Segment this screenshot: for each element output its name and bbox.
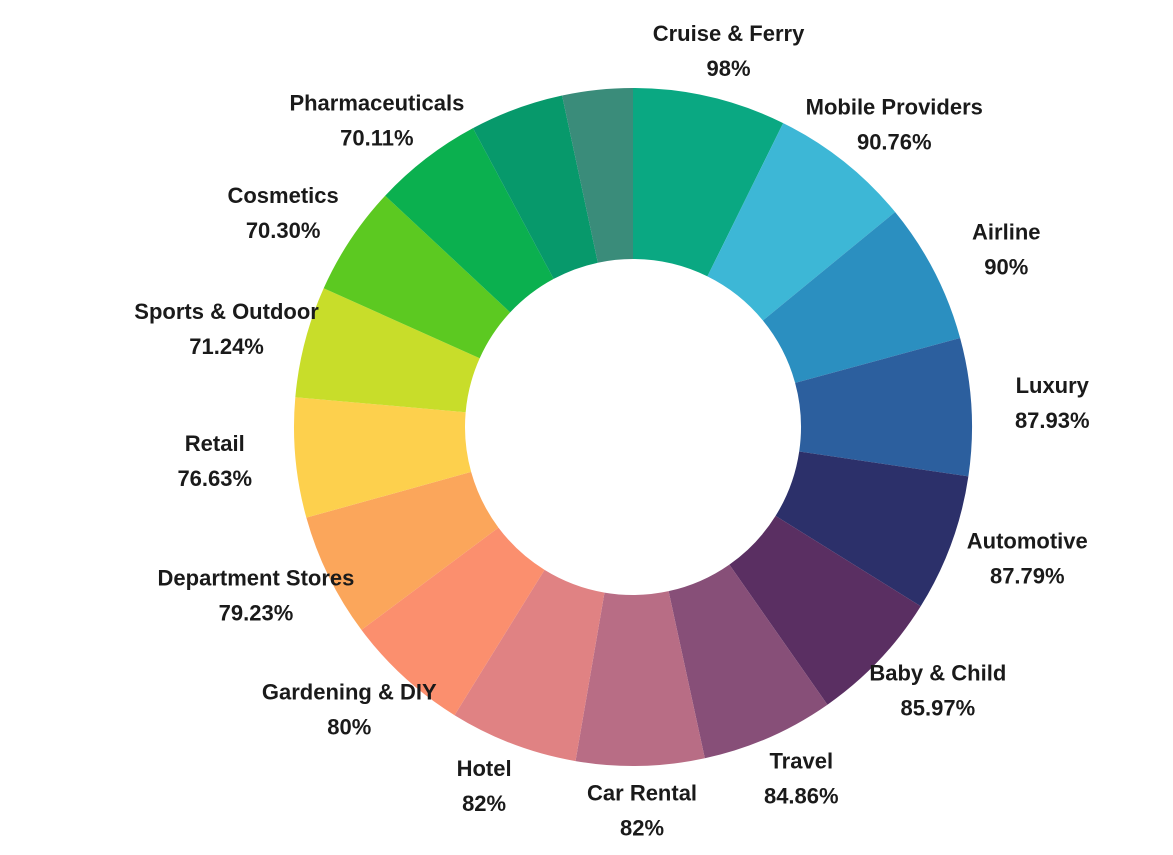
slice-label: Retail — [185, 431, 245, 456]
slice-value: 90% — [984, 254, 1028, 279]
slice-label: Travel — [769, 749, 833, 774]
donut-slice — [707, 123, 896, 321]
donut-slice — [361, 527, 545, 716]
donut-slice — [306, 471, 499, 630]
donut-slice — [762, 212, 961, 383]
donut-slice — [633, 88, 784, 277]
slice-label: Luxury — [1016, 373, 1090, 398]
slice-label: Automotive — [967, 528, 1088, 553]
slice-label: Department Stores — [158, 565, 355, 590]
slice-label: Car Rental — [587, 781, 697, 806]
slice-label: Pharmaceuticals — [289, 91, 464, 116]
slice-value: 79.23% — [219, 600, 294, 625]
donut-slice — [385, 128, 554, 313]
donut-slice — [668, 564, 828, 759]
slice-value: 90.76% — [857, 129, 932, 154]
donut-slice — [323, 195, 511, 359]
slice-value: 82% — [462, 791, 506, 816]
slice-value: 70.30% — [246, 218, 321, 243]
slice-value: 87.79% — [990, 563, 1065, 588]
slice-label: Hotel — [457, 756, 512, 781]
slice-value: 76.63% — [177, 466, 252, 491]
donut-slice — [472, 95, 598, 279]
slice-value: 87.93% — [1015, 408, 1090, 433]
slice-label: Airline — [972, 219, 1040, 244]
donut-slice — [729, 515, 921, 705]
slice-value: 70.11% — [340, 126, 413, 151]
slice-label: Cosmetics — [227, 183, 338, 208]
slice-value: 98% — [707, 56, 751, 81]
slice-label: Gardening & DIY — [262, 680, 437, 705]
slice-label: Cruise & Ferry — [653, 21, 805, 46]
donut-slice — [795, 338, 972, 477]
donut-slice — [775, 451, 969, 607]
donut-slice — [294, 397, 472, 518]
donut-slice — [575, 591, 705, 766]
donut-slice — [295, 288, 480, 413]
slice-value: 80% — [327, 715, 371, 740]
slice-value: 82% — [620, 816, 664, 841]
slice-value: 71.24% — [189, 334, 264, 359]
slice-label: Baby & Child — [869, 661, 1006, 686]
slice-label: Sports & Outdoor — [134, 299, 319, 324]
slice-value: 85.97% — [901, 696, 976, 721]
donut-slice — [454, 569, 605, 762]
donut-slice — [562, 88, 633, 263]
slice-value: 84.86% — [764, 784, 839, 809]
slice-label: Mobile Providers — [806, 94, 983, 119]
